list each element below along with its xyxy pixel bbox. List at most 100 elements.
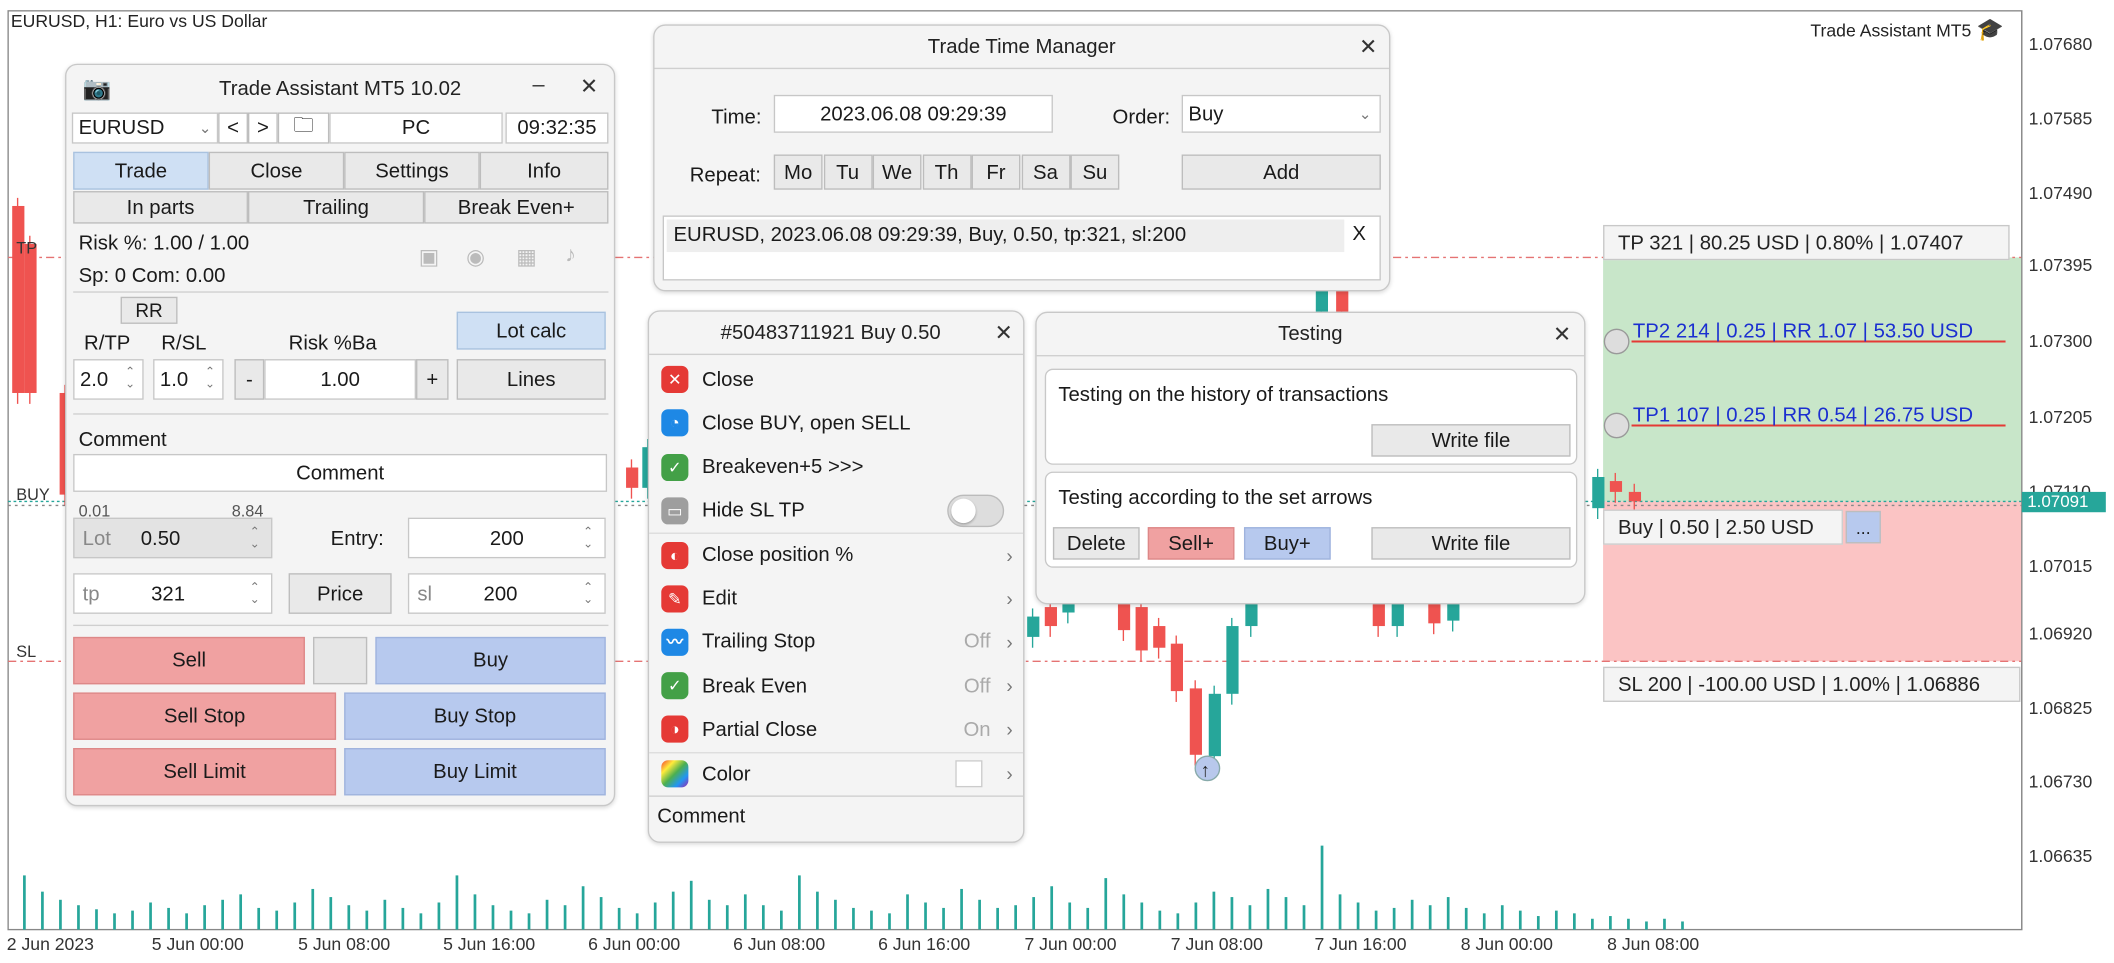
risk-input[interactable]: 1.00	[264, 359, 417, 400]
day-button-tu[interactable]: Tu	[823, 154, 873, 190]
candle	[1447, 603, 1460, 621]
camera-icon[interactable]: 📷	[82, 75, 112, 102]
sl-level-label[interactable]: SL 200 | -100.00 USD | 1.00% | 1.06886	[1603, 666, 2021, 702]
time-tick: 7 Jun 16:00	[1314, 933, 1407, 954]
subtab-break-even[interactable]: Break Even+	[424, 191, 609, 224]
minimize-icon[interactable]: –	[532, 73, 545, 97]
close-icon[interactable]: ✕	[1359, 36, 1378, 60]
eye-icon[interactable]: ◉	[466, 246, 486, 270]
symbol-select[interactable]: EURUSD ⌄	[71, 112, 219, 144]
remove-entry-button[interactable]: X	[1352, 222, 1366, 246]
chevron-down-icon: ⌄	[1358, 106, 1372, 123]
more-options-button[interactable]: ...	[1845, 510, 1881, 544]
sell-plus-button[interactable]: Sell+	[1147, 527, 1235, 560]
screenshot-icon[interactable]: ▣	[418, 246, 440, 270]
folder-icon[interactable]: 🗀	[277, 112, 330, 144]
spinner-icon[interactable]: ⌃ ⌄	[204, 364, 216, 391]
delete-button[interactable]: Delete	[1052, 527, 1140, 560]
subtab-trailing[interactable]: Trailing	[247, 191, 425, 224]
sl-input[interactable]: sl 200 ⌃ ⌄	[407, 573, 606, 614]
price-button[interactable]: Price	[288, 573, 392, 614]
tab-settings[interactable]: Settings	[344, 151, 480, 190]
write-file-button[interactable]: Write file	[1371, 424, 1571, 457]
time-input[interactable]: 2023.06.08 09:29:39	[773, 94, 1053, 133]
buy-position-label[interactable]: Buy | 0.50 | 2.50 USD	[1603, 509, 1843, 545]
spinner-icon[interactable]: ⌃ ⌄	[249, 579, 260, 606]
day-button-we[interactable]: We	[872, 154, 922, 190]
menu-item-close-buy-open-sell[interactable]: ◔ Close BUY, open SELL	[649, 402, 1023, 445]
menu-item-trailing-stop[interactable]: 〰 Trailing Stop Off ›	[649, 620, 1023, 663]
tp-input[interactable]: tp 321 ⌃ ⌄	[73, 573, 273, 614]
spinner-icon[interactable]: ⌃ ⌄	[582, 524, 594, 551]
candle	[1428, 603, 1441, 624]
schedule-list: EURUSD, 2023.06.08 09:29:39, Buy, 0.50, …	[662, 215, 1381, 281]
close-icon[interactable]: ✕	[579, 75, 599, 99]
subtab-in-parts[interactable]: In parts	[73, 191, 248, 224]
menu-item-close-position[interactable]: ◐ Close position % ›	[649, 532, 1024, 576]
history-test-group: Testing on the history of transactions W…	[1044, 368, 1578, 465]
menu-item-break-even[interactable]: ✓ Break Even Off ›	[649, 664, 1023, 707]
tab-close[interactable]: Close	[208, 151, 345, 190]
lot-input[interactable]: Lot 0.50 ⌃ ⌄	[73, 517, 273, 559]
hide-sl-tp-toggle[interactable]	[947, 494, 1005, 527]
tp1-level-label[interactable]: TP1 107 | 0.25 | RR 0.54 | 26.75 USD	[1632, 403, 1974, 427]
prev-symbol-button[interactable]: <	[218, 112, 248, 144]
partial-close-icon: ◑	[661, 716, 689, 744]
day-button-sa[interactable]: Sa	[1021, 154, 1070, 190]
add-button[interactable]: Add	[1181, 154, 1381, 190]
write-file-button-2[interactable]: Write file	[1371, 527, 1571, 560]
tp2-level-label[interactable]: TP2 214 | 0.25 | RR 1.07 | 53.50 USD	[1632, 319, 1974, 343]
tp-level-label[interactable]: TP 321 | 80.25 USD | 0.80% | 1.07407	[1603, 224, 2010, 261]
schedule-entry[interactable]: EURUSD, 2023.06.08 09:29:39, Buy, 0.50, …	[666, 219, 1345, 253]
risk-ba-label: Risk %Ba	[288, 331, 377, 356]
day-button-th[interactable]: Th	[922, 154, 971, 190]
rsl-input[interactable]: 1.0 ⌃ ⌄	[153, 359, 224, 400]
risk-plus-button[interactable]: +	[416, 359, 449, 400]
comment-input[interactable]: Comment	[73, 453, 608, 492]
bell-icon[interactable]: ♪	[565, 243, 576, 267]
rr-button[interactable]: RR	[120, 296, 178, 324]
tab-trade[interactable]: Trade	[73, 151, 209, 190]
chevron-right-icon: ›	[1006, 631, 1013, 653]
menu-item-hide-sl-tp[interactable]: ▭ Hide SL TP	[649, 489, 1023, 532]
comment-label: Comment	[78, 428, 167, 452]
sell-stop-button[interactable]: Sell Stop	[73, 692, 337, 740]
menu-item-color[interactable]: Color ›	[649, 751, 1024, 795]
sell-limit-button[interactable]: Sell Limit	[73, 748, 337, 796]
current-price-label: 1.07091	[2021, 491, 2106, 513]
spinner-icon[interactable]: ⌃ ⌄	[124, 364, 136, 391]
spinner-icon[interactable]: ⌃ ⌄	[249, 524, 260, 551]
blank-button[interactable]	[313, 636, 368, 685]
day-button-fr[interactable]: Fr	[971, 154, 1021, 190]
buy-stop-button[interactable]: Buy Stop	[344, 692, 606, 740]
spinner-icon[interactable]: ⌃ ⌄	[582, 579, 594, 606]
order-menu-title: #50483711921 Buy 0.50	[720, 321, 941, 345]
buy-plus-button[interactable]: Buy+	[1243, 527, 1331, 560]
candle	[1315, 284, 1328, 312]
menu-item-partial-close[interactable]: ◑ Partial Close On ›	[649, 708, 1023, 751]
buy-limit-button[interactable]: Buy Limit	[344, 748, 606, 796]
buy-button[interactable]: Buy	[375, 636, 606, 685]
lines-button[interactable]: Lines	[456, 359, 606, 400]
close-icon[interactable]: ✕	[994, 322, 1013, 346]
risk-minus-button[interactable]: -	[234, 359, 265, 400]
entry-input[interactable]: 200 ⌃ ⌄	[407, 517, 606, 559]
calendar-icon[interactable]: ▦	[516, 246, 537, 270]
time-tick: 5 Jun 00:00	[151, 933, 244, 954]
day-button-su[interactable]: Su	[1070, 154, 1120, 190]
day-button-mo[interactable]: Mo	[773, 154, 823, 190]
order-select[interactable]: Buy ⌄	[1181, 94, 1381, 133]
menu-item-close[interactable]: ✕ Close	[649, 358, 1023, 401]
sell-button[interactable]: Sell	[73, 636, 305, 685]
menu-item-breakeven-5[interactable]: ✓ Breakeven+5 >>>	[649, 445, 1023, 488]
tp1-handle	[1603, 412, 1630, 439]
source-field[interactable]: PC	[329, 112, 503, 144]
lot-calc-button[interactable]: Lot calc	[456, 311, 606, 350]
menu-item-label: Close BUY, open SELL	[701, 411, 911, 435]
menu-item-edit[interactable]: ✎ Edit ›	[649, 577, 1023, 620]
rtp-input[interactable]: 2.0 ⌃ ⌄	[73, 359, 144, 400]
next-symbol-button[interactable]: >	[247, 112, 278, 144]
close-icon[interactable]: ✕	[1552, 323, 1572, 347]
candle	[1628, 491, 1642, 502]
tab-info[interactable]: Info	[479, 151, 609, 190]
